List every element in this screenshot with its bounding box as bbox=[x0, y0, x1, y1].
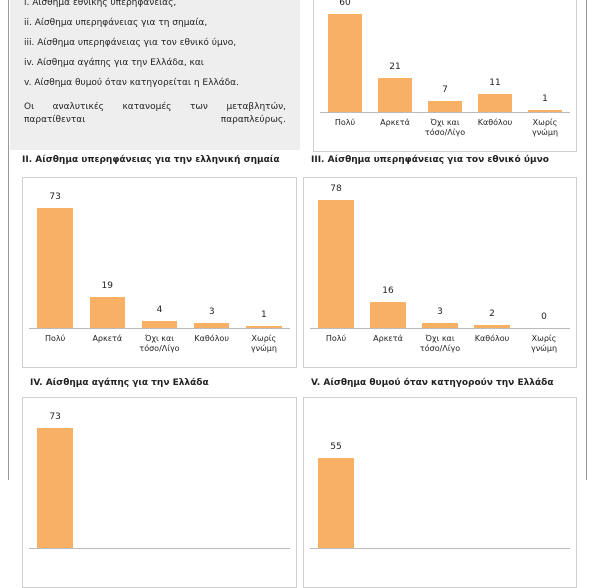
value-label: 3 bbox=[437, 307, 443, 318]
chart-title: IV. Αίσθημα αγάπης για την Ελλάδα bbox=[30, 378, 209, 388]
bar bbox=[318, 200, 354, 328]
value-label: 1 bbox=[261, 310, 267, 321]
value-label: 19 bbox=[101, 280, 113, 291]
bar bbox=[318, 457, 354, 548]
chart-title: V. Αίσθημα θυμού όταν κατηγορούν την Ελλ… bbox=[311, 378, 554, 388]
page: i. Αίσθημα εθνικής υπερηφάνειας, ii. Αίσ… bbox=[8, 0, 587, 588]
category-label: Όχι και τόσο/Λίγο bbox=[419, 334, 461, 353]
value-label: 3 bbox=[208, 307, 215, 318]
baseline bbox=[320, 112, 570, 113]
baseline bbox=[310, 328, 570, 329]
value-label: 55 bbox=[330, 441, 342, 452]
page-edge bbox=[586, 0, 587, 480]
value-label: 11 bbox=[489, 77, 501, 88]
list-item: ii. Αίσθημα υπερηφάνειας για τη σημαία, bbox=[24, 18, 208, 28]
category-label: Καθόλου bbox=[474, 334, 510, 343]
list-item: i. Αίσθημα εθνικής υπερηφάνειας, bbox=[24, 0, 177, 8]
bar bbox=[528, 110, 562, 112]
category-label: Χωρίς γνώμη bbox=[531, 118, 559, 137]
bar bbox=[370, 301, 406, 328]
bar bbox=[89, 296, 126, 328]
bar bbox=[37, 428, 73, 548]
category-label: Αρκετά bbox=[380, 118, 410, 127]
baseline bbox=[29, 548, 290, 549]
category-label: Όχι και τόσο/Λίγο bbox=[139, 334, 180, 353]
bar bbox=[378, 77, 412, 112]
value-label: 0 bbox=[541, 312, 547, 322]
category-label: Αρκετά bbox=[373, 334, 403, 343]
bar bbox=[37, 208, 73, 328]
value-label: 1 bbox=[542, 94, 548, 105]
value-label: 16 bbox=[382, 285, 394, 296]
value-label: 2 bbox=[489, 308, 495, 319]
baseline bbox=[310, 548, 570, 549]
baseline bbox=[29, 328, 290, 329]
value-label: 60 bbox=[339, 0, 351, 8]
bar bbox=[328, 13, 362, 112]
list-item: v. Αίσθημα θυμού όταν κατηγορείται η Ελλ… bbox=[24, 78, 239, 88]
bar bbox=[474, 324, 510, 328]
category-label: Πολύ bbox=[334, 118, 356, 127]
category-label: Χωρίς γνώμη bbox=[250, 334, 277, 353]
list-item: iv. Αίσθημα αγάπης για την Ελλάδα, και bbox=[24, 58, 204, 68]
list-item: iii. Αίσθημα υπερηφάνειας για τον εθνικό… bbox=[24, 38, 237, 48]
value-label: 78 bbox=[330, 184, 342, 195]
category-label: Πολύ bbox=[44, 334, 66, 343]
bar bbox=[141, 321, 178, 328]
value-label: 73 bbox=[49, 192, 61, 203]
intro-note: Οι αναλυτικές κατανομές των μεταβλητών, … bbox=[24, 102, 286, 125]
chart-title: II. Αίσθημα υπερηφάνειας για την ελληνικ… bbox=[22, 155, 280, 165]
category-label: Καθόλου bbox=[477, 118, 513, 127]
bar bbox=[422, 323, 458, 328]
value-label: 73 bbox=[49, 412, 61, 423]
bar bbox=[193, 323, 230, 328]
bar bbox=[246, 326, 282, 328]
chart-title: III. Αίσθημα υπερηφάνειας για τον εθνικό… bbox=[311, 155, 549, 165]
category-label: Χωρίς γνώμη bbox=[530, 334, 558, 353]
category-label: Αρκετά bbox=[92, 334, 123, 343]
bar bbox=[428, 100, 462, 112]
category-label: Όχι και τόσο/Λίγο bbox=[424, 118, 466, 137]
category-label: Καθόλου bbox=[194, 334, 229, 343]
value-label: 21 bbox=[389, 61, 401, 72]
value-label: 7 bbox=[442, 84, 448, 95]
intro-box: i. Αίσθημα εθνικής υπερηφάνειας, ii. Αίσ… bbox=[10, 0, 300, 150]
category-label: Πολύ bbox=[325, 334, 347, 343]
page-edge bbox=[8, 0, 9, 480]
bar bbox=[478, 93, 512, 112]
value-label: 4 bbox=[156, 305, 163, 316]
